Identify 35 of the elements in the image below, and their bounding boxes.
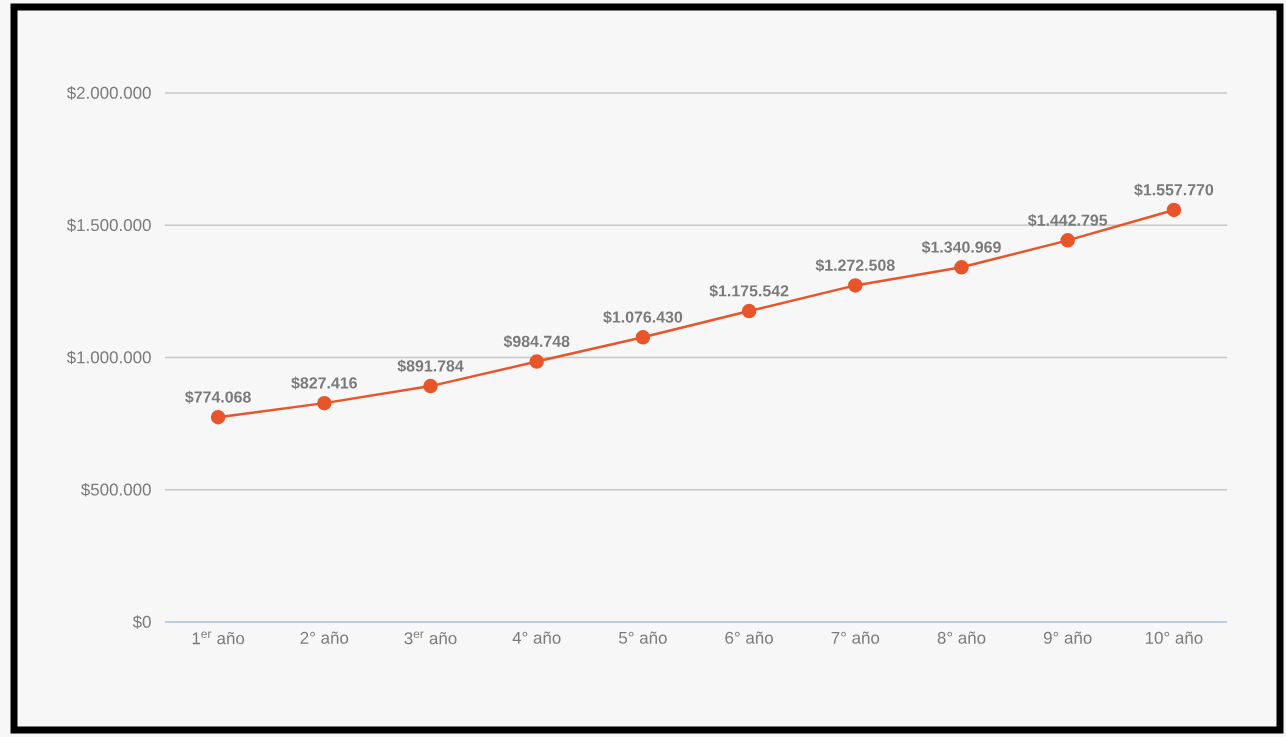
text: $1.175.542 bbox=[709, 284, 789, 298]
point bbox=[317, 395, 332, 411]
text: $1.557.770 bbox=[1134, 183, 1214, 197]
point bbox=[423, 378, 438, 394]
text: $774.068 bbox=[185, 390, 251, 404]
text: $891.784 bbox=[397, 359, 464, 373]
point bbox=[529, 354, 544, 369]
text: $1.076.430 bbox=[603, 310, 683, 324]
x-tick-label: 8° año bbox=[937, 631, 986, 644]
y-tick-label: $500.000 bbox=[81, 482, 151, 497]
y-tick-label: $0 bbox=[132, 615, 151, 629]
x-tick-label: 10° año bbox=[1145, 631, 1203, 644]
point bbox=[635, 330, 651, 345]
x-tick-label: 9° año bbox=[1043, 631, 1092, 644]
text: $1.272.508 bbox=[815, 258, 895, 272]
x-tick-label: 7° año bbox=[831, 631, 880, 644]
text: $1.442.795 bbox=[1028, 213, 1108, 227]
point bbox=[1060, 233, 1075, 248]
x-tick-label: 4° año bbox=[512, 631, 561, 644]
y-tick-label: $1.000.000 bbox=[66, 350, 151, 365]
text: $1.340.969 bbox=[921, 240, 1001, 254]
x-tick-label: 3$^{er}$ año bbox=[404, 631, 457, 645]
y-tick-label: $2.000.000 bbox=[66, 86, 151, 100]
text: $827.416 bbox=[291, 376, 357, 390]
y-tick-label: $1.500.000 bbox=[66, 218, 151, 233]
x-tick-label: 6° año bbox=[725, 631, 773, 644]
point bbox=[1166, 202, 1182, 218]
point bbox=[848, 278, 863, 293]
x-tick-label: 2° año bbox=[300, 631, 349, 644]
point bbox=[741, 303, 757, 319]
x-tick-label: 1$^{er}$ año bbox=[192, 631, 245, 645]
text: $984.748 bbox=[503, 334, 570, 348]
point bbox=[210, 409, 226, 425]
x-tick-label: 5° año bbox=[619, 631, 667, 644]
point bbox=[954, 260, 969, 275]
